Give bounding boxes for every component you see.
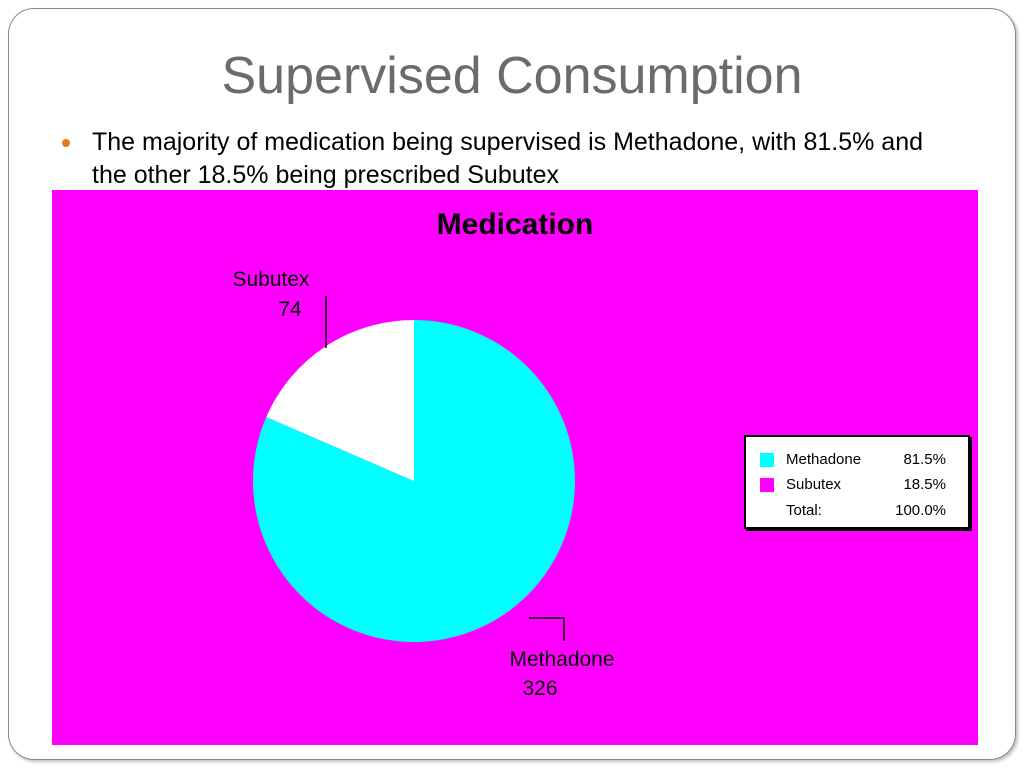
pie-chart: Methadone 326 Subutex 74 <box>232 268 614 700</box>
legend-total-label: Total: <box>786 502 822 519</box>
leader-line-methadone <box>529 617 565 641</box>
legend-total-percent: 100.0% <box>895 502 946 519</box>
bullet-text: The majority of medication being supervi… <box>92 128 924 189</box>
legend-swatch-methadone <box>760 453 774 467</box>
legend-row-total: Total: 100.0% <box>746 501 968 521</box>
legend-percent-methadone: 81.5% <box>903 451 946 468</box>
bullet-dot-icon <box>62 139 70 147</box>
legend-label-subutex: Subutex <box>786 476 842 493</box>
pie-slice-subutex <box>266 320 414 481</box>
slide-title: Supervised Consumption <box>221 47 803 105</box>
pie-slice-methadone <box>252 320 575 642</box>
legend-row-methadone: Methadone 81.5% <box>746 450 968 470</box>
legend-percent-subutex: 18.5% <box>903 476 946 493</box>
legend-row-subutex: Subutex 18.5% <box>746 475 968 495</box>
data-label-subutex-value: 74 <box>278 298 302 321</box>
data-label-methadone-value: 326 <box>522 677 557 700</box>
data-label-methadone-name: Methadone <box>509 648 614 671</box>
legend-label-methadone: Methadone <box>786 451 862 468</box>
legend-swatch-subutex <box>760 478 774 492</box>
chart-area: Medication Methadone 326 Subutex 74 Methado… <box>52 190 978 745</box>
data-label-subutex-name: Subutex <box>232 268 310 291</box>
chart-legend: Methadone 81.5% Subutex 18.5% Total: 100… <box>744 435 970 529</box>
chart-title: Medication <box>436 208 594 241</box>
